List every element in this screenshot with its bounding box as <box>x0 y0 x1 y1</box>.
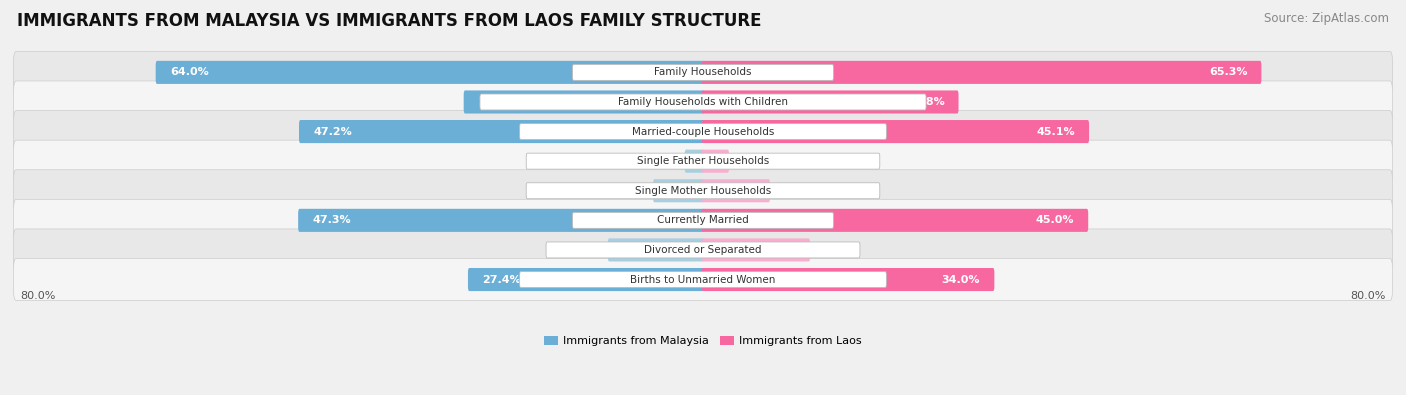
Text: 7.7%: 7.7% <box>778 186 806 196</box>
FancyBboxPatch shape <box>702 179 770 202</box>
Text: 45.0%: 45.0% <box>1036 215 1074 225</box>
FancyBboxPatch shape <box>702 268 994 291</box>
Text: 47.3%: 47.3% <box>312 215 352 225</box>
Text: 47.2%: 47.2% <box>314 126 352 137</box>
Text: Married-couple Households: Married-couple Households <box>631 126 775 137</box>
FancyBboxPatch shape <box>298 209 704 232</box>
Text: Births to Unmarried Women: Births to Unmarried Women <box>630 275 776 284</box>
Text: 11.0%: 11.0% <box>565 245 600 255</box>
FancyBboxPatch shape <box>299 120 704 143</box>
Text: 12.4%: 12.4% <box>817 245 853 255</box>
Text: Family Households with Children: Family Households with Children <box>619 97 787 107</box>
FancyBboxPatch shape <box>468 268 704 291</box>
FancyBboxPatch shape <box>14 199 1392 241</box>
Text: 5.7%: 5.7% <box>617 186 645 196</box>
FancyBboxPatch shape <box>156 61 704 84</box>
Text: Divorced or Separated: Divorced or Separated <box>644 245 762 255</box>
FancyBboxPatch shape <box>702 209 1088 232</box>
Text: 80.0%: 80.0% <box>21 291 56 301</box>
Text: 64.0%: 64.0% <box>170 68 208 77</box>
FancyBboxPatch shape <box>572 64 834 80</box>
Text: 27.4%: 27.4% <box>482 275 520 284</box>
FancyBboxPatch shape <box>520 124 886 139</box>
Text: 29.8%: 29.8% <box>905 97 945 107</box>
FancyBboxPatch shape <box>546 242 860 258</box>
Text: Currently Married: Currently Married <box>657 215 749 225</box>
FancyBboxPatch shape <box>702 90 959 113</box>
FancyBboxPatch shape <box>479 94 927 110</box>
FancyBboxPatch shape <box>14 51 1392 93</box>
Text: Single Mother Households: Single Mother Households <box>636 186 770 196</box>
FancyBboxPatch shape <box>464 90 704 113</box>
FancyBboxPatch shape <box>572 213 834 228</box>
Text: 80.0%: 80.0% <box>1350 291 1385 301</box>
Text: 2.0%: 2.0% <box>650 156 678 166</box>
FancyBboxPatch shape <box>702 61 1261 84</box>
FancyBboxPatch shape <box>685 150 704 173</box>
FancyBboxPatch shape <box>654 179 704 202</box>
FancyBboxPatch shape <box>526 183 880 199</box>
Text: Family Households: Family Households <box>654 68 752 77</box>
Text: 34.0%: 34.0% <box>942 275 980 284</box>
Text: 27.9%: 27.9% <box>478 97 516 107</box>
FancyBboxPatch shape <box>702 150 730 173</box>
Text: 65.3%: 65.3% <box>1209 68 1247 77</box>
FancyBboxPatch shape <box>14 229 1392 271</box>
FancyBboxPatch shape <box>14 170 1392 212</box>
Text: Single Father Households: Single Father Households <box>637 156 769 166</box>
FancyBboxPatch shape <box>702 120 1090 143</box>
Text: Source: ZipAtlas.com: Source: ZipAtlas.com <box>1264 12 1389 25</box>
FancyBboxPatch shape <box>526 153 880 169</box>
FancyBboxPatch shape <box>520 271 886 288</box>
Text: 45.1%: 45.1% <box>1036 126 1076 137</box>
FancyBboxPatch shape <box>14 111 1392 152</box>
FancyBboxPatch shape <box>14 140 1392 182</box>
Text: IMMIGRANTS FROM MALAYSIA VS IMMIGRANTS FROM LAOS FAMILY STRUCTURE: IMMIGRANTS FROM MALAYSIA VS IMMIGRANTS F… <box>17 12 762 30</box>
FancyBboxPatch shape <box>14 258 1392 301</box>
FancyBboxPatch shape <box>702 239 810 261</box>
Text: 2.9%: 2.9% <box>737 156 765 166</box>
FancyBboxPatch shape <box>14 81 1392 123</box>
Legend: Immigrants from Malaysia, Immigrants from Laos: Immigrants from Malaysia, Immigrants fro… <box>540 331 866 351</box>
FancyBboxPatch shape <box>607 239 704 261</box>
